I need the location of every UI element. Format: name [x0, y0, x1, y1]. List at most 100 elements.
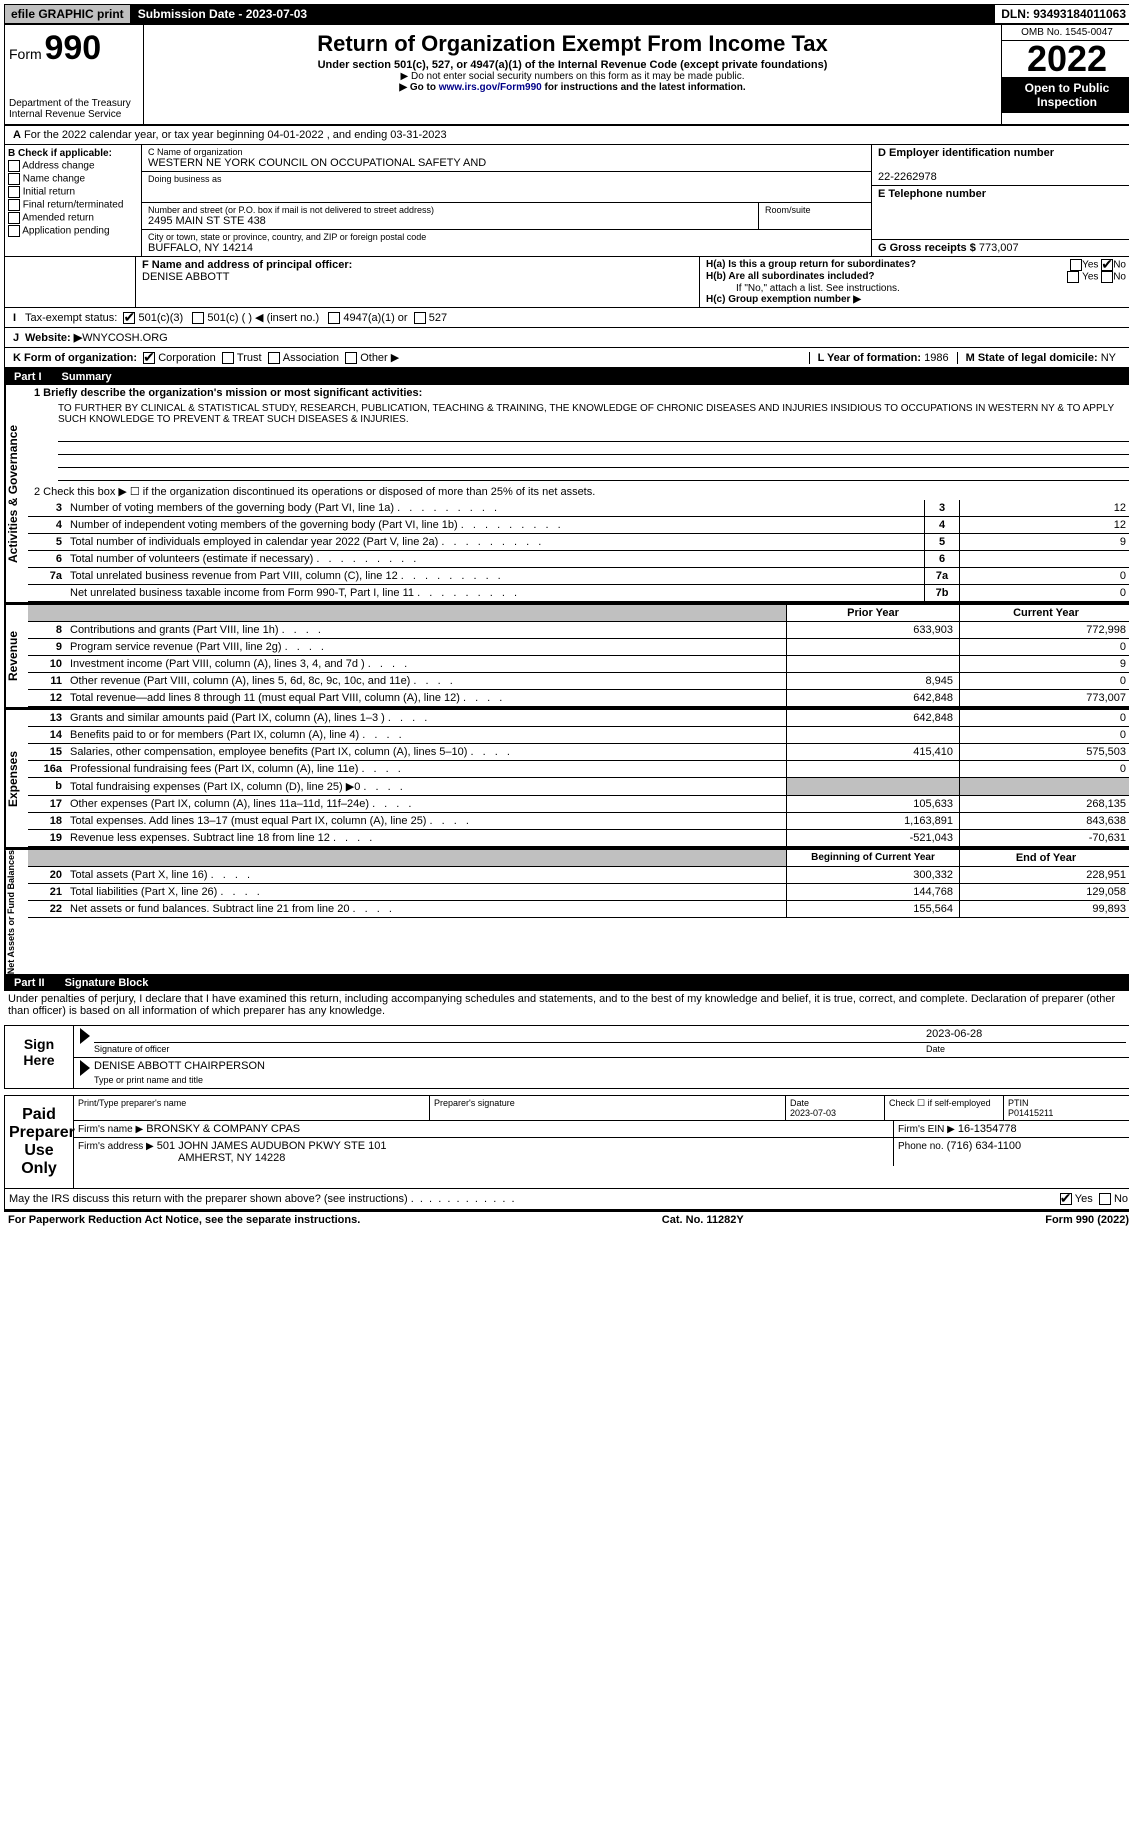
dba-label: Doing business as: [148, 174, 865, 184]
box-deg: D Employer identification number 22-2262…: [871, 145, 1129, 256]
cb-other[interactable]: [345, 352, 357, 364]
firm-ein: 16-1354778: [958, 1123, 1017, 1135]
opt-4947: 4947(a)(1) or: [343, 312, 407, 324]
line-desc: Total number of individuals employed in …: [66, 534, 924, 550]
cb-name-change[interactable]: Name change: [8, 173, 138, 185]
box-fh: F Name and address of principal officer:…: [4, 257, 1129, 308]
current-value: 0: [959, 710, 1129, 726]
goto-suffix: for instructions and the latest informat…: [545, 82, 746, 93]
data-row: 22Net assets or fund balances. Subtract …: [28, 901, 1129, 918]
line-value: 12: [959, 500, 1129, 516]
cb-corp[interactable]: [143, 352, 155, 364]
line-box: 7a: [924, 568, 959, 584]
governance-row: 6Total number of volunteers (estimate if…: [28, 551, 1129, 568]
current-value: 0: [959, 761, 1129, 777]
line-desc: Net unrelated business taxable income fr…: [66, 585, 924, 601]
sig-officer-label: Signature of officer: [94, 1044, 169, 1054]
prior-value: 642,848: [786, 710, 959, 726]
prior-value: 105,633: [786, 796, 959, 812]
paid-preparer-label: Paid Preparer Use Only: [5, 1096, 73, 1188]
ha-yes[interactable]: Yes: [1082, 260, 1098, 271]
current-value: -70,631: [959, 830, 1129, 846]
prior-value: 300,332: [786, 867, 959, 883]
line-desc: Total liabilities (Part X, line 26) . . …: [66, 884, 786, 900]
open-public: Open to Public Inspection: [1002, 77, 1129, 113]
line-number: 9: [28, 639, 66, 655]
ha-no[interactable]: No: [1113, 260, 1126, 271]
cb-application[interactable]: Application pending: [8, 225, 138, 237]
line-number: b: [28, 778, 66, 795]
cb-501c[interactable]: [192, 312, 204, 324]
line-box: 5: [924, 534, 959, 550]
paid-preparer-block: Paid Preparer Use Only Print/Type prepar…: [4, 1095, 1129, 1189]
hb-yes[interactable]: Yes: [1082, 272, 1098, 283]
prep-name-label: Print/Type preparer's name: [74, 1096, 430, 1120]
prior-value: [786, 761, 959, 777]
cb-discuss-yes[interactable]: [1060, 1193, 1072, 1205]
current-value: 0: [959, 673, 1129, 689]
cb-address-change[interactable]: Address change: [8, 160, 138, 172]
line-number: 15: [28, 744, 66, 760]
footer-pra: For Paperwork Reduction Act Notice, see …: [8, 1214, 360, 1226]
data-row: 13Grants and similar amounts paid (Part …: [28, 710, 1129, 727]
cb-assoc[interactable]: [268, 352, 280, 364]
firm-addr: 501 JOHN JAMES AUDUBON PKWY STE 101: [157, 1140, 387, 1152]
current-value: 575,503: [959, 744, 1129, 760]
cb-name-change-label: Name change: [23, 174, 85, 185]
cb-final-return[interactable]: Final return/terminated: [8, 199, 138, 211]
form-number-cell: Form 990 Department of the Treasury Inte…: [5, 25, 144, 124]
addr-label: Number and street (or P.O. box if mail i…: [148, 205, 752, 215]
current-value: 268,135: [959, 796, 1129, 812]
penalty-text: Under penalties of perjury, I declare th…: [4, 991, 1129, 1019]
dln-label: DLN: 93493184011063: [994, 4, 1129, 24]
cb-amended-label: Amended return: [22, 213, 94, 224]
vlabel-revenue: Revenue: [5, 605, 28, 707]
cb-4947[interactable]: [328, 312, 340, 324]
line-desc: Revenue less expenses. Subtract line 18 …: [66, 830, 786, 846]
governance-row: 5Total number of individuals employed in…: [28, 534, 1129, 551]
line-number: 12: [28, 690, 66, 706]
data-row: 16aProfessional fundraising fees (Part I…: [28, 761, 1129, 778]
col-prior: Prior Year: [847, 607, 899, 619]
line-desc: Total fundraising expenses (Part IX, col…: [66, 778, 786, 795]
form-number: 990: [44, 29, 101, 67]
goto-link[interactable]: www.irs.gov/Form990: [439, 82, 542, 93]
col-current: Current Year: [1013, 607, 1079, 619]
line-desc: Number of voting members of the governin…: [66, 500, 924, 516]
prior-value: 155,564: [786, 901, 959, 917]
netassets-section: Net Assets or Fund Balances Beginning of…: [4, 848, 1129, 975]
check-self[interactable]: Check ☐ if self-employed: [885, 1096, 1004, 1120]
hb-label: H(b) Are all subordinates included?: [706, 271, 875, 282]
line-desc: Number of independent voting members of …: [66, 517, 924, 533]
data-row: 9Program service revenue (Part VIII, lin…: [28, 639, 1129, 656]
cb-discuss-no[interactable]: [1099, 1193, 1111, 1205]
cb-501c3[interactable]: [123, 312, 135, 324]
part-i-header: Part I Summary: [4, 369, 1129, 385]
discuss-row: May the IRS discuss this return with the…: [4, 1189, 1129, 1210]
sig-date: 2023-06-28: [926, 1028, 1126, 1043]
year-cell: OMB No. 1545-0047 2022 Open to Public In…: [1001, 25, 1129, 124]
firm-city: AMHERST, NY 14228: [78, 1152, 285, 1164]
cb-initial-label: Initial return: [23, 187, 75, 198]
line-desc: Salaries, other compensation, employee b…: [66, 744, 786, 760]
box-klm: K Form of organization: Corporation Trus…: [4, 348, 1129, 369]
cb-trust[interactable]: [222, 352, 234, 364]
firm-name-label: Firm's name ▶: [78, 1124, 143, 1135]
cb-initial-return[interactable]: Initial return: [8, 186, 138, 198]
footer-cat: Cat. No. 11282Y: [662, 1214, 744, 1226]
part-i-label: Part I: [14, 371, 42, 383]
current-value: 99,893: [959, 901, 1129, 917]
footer-form: Form 990 (2022): [1045, 1214, 1129, 1226]
current-value: 843,638: [959, 813, 1129, 829]
discuss-no: No: [1114, 1193, 1128, 1205]
sign-here-block: Sign Here Signature of officer 2023-06-2…: [4, 1025, 1129, 1089]
website-value[interactable]: WNYCOSH.ORG: [82, 332, 168, 344]
org-name: WESTERN NE YORK COUNCIL ON OCCUPATIONAL …: [148, 157, 865, 169]
prior-value: -521,043: [786, 830, 959, 846]
line-number: 4: [28, 517, 66, 533]
cb-amended[interactable]: Amended return: [8, 212, 138, 224]
hb-no[interactable]: No: [1113, 272, 1126, 283]
cb-527[interactable]: [414, 312, 426, 324]
triangle-icon: [80, 1028, 90, 1044]
opt-corp: Corporation: [158, 352, 215, 364]
